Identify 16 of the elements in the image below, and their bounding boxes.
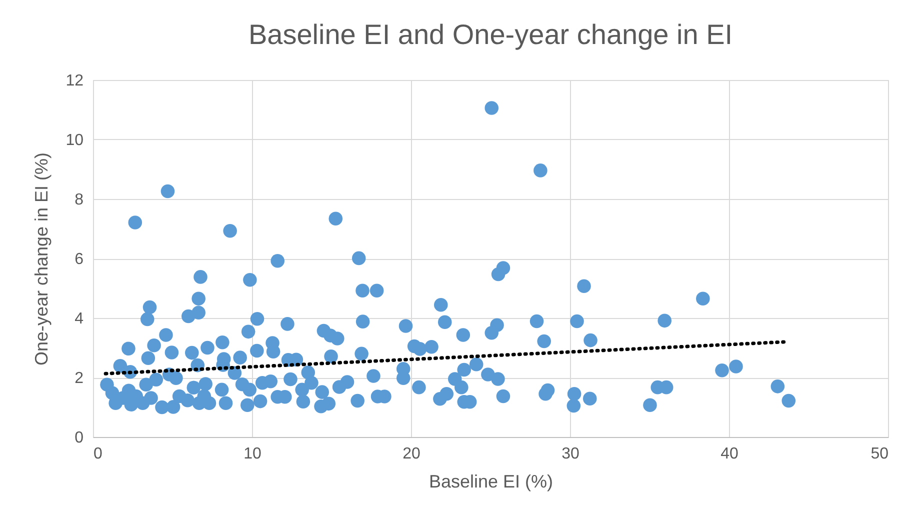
y-tick-label: 10 (66, 132, 84, 149)
chart-title: Baseline EI and One-year change in EI (248, 19, 733, 50)
x-tick-label: 0 (94, 446, 102, 462)
x-axis-title: Baseline EI (%) (428, 472, 554, 492)
y-tick-label: 8 (74, 192, 84, 208)
y-tick-label: 6 (74, 251, 84, 268)
y-tick-label: 2 (74, 370, 84, 387)
x-tick-label: 30 (562, 446, 580, 462)
y-axis-title: One-year change in EI (%) (32, 152, 52, 366)
x-tick-label: 10 (244, 446, 262, 462)
y-tick-label: 0 (74, 430, 84, 446)
x-tick-label: 50 (870, 446, 889, 462)
x-tick-label: 20 (402, 446, 420, 462)
x-tick-label: 40 (720, 446, 738, 462)
y-tick-label: 12 (66, 72, 84, 90)
y-tick-label: 4 (74, 310, 84, 328)
